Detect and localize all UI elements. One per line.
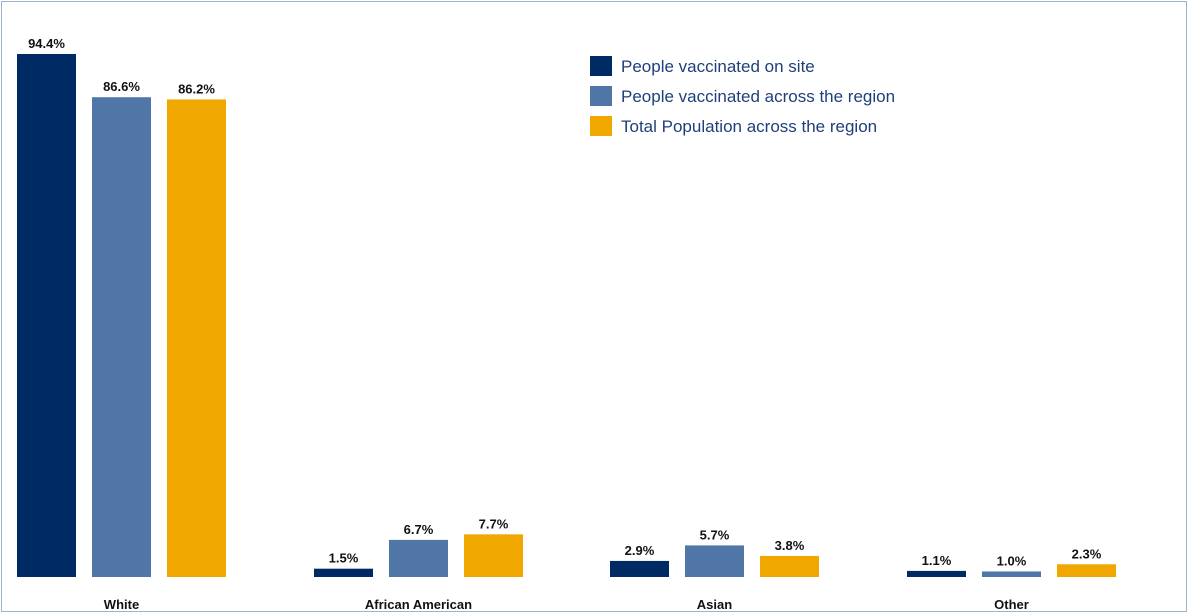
legend: People vaccinated on site People vaccinat… (590, 56, 895, 136)
data-label-white-series-1: 94.4% (28, 36, 65, 51)
category-label-asian: Asian (697, 597, 732, 612)
legend-label-series-1: People vaccinated on site (621, 57, 815, 76)
data-label-other-series-2: 1.0% (997, 553, 1027, 568)
category-label-other: Other (994, 597, 1029, 612)
bar-african-american-series-3 (464, 534, 523, 577)
category-label-african-american: African American (365, 597, 472, 612)
legend-swatch-series-1 (590, 56, 612, 76)
bar-african-american-series-1 (314, 568, 373, 577)
bar-asian-series-2 (685, 545, 744, 577)
bar-white-series-2 (92, 97, 151, 577)
bar-other-series-1 (907, 570, 966, 577)
legend-label-series-3: Total Population across the region (621, 117, 877, 136)
data-label-african-american-series-2: 6.7% (404, 522, 434, 537)
data-label-white-series-3: 86.2% (178, 81, 215, 96)
bar-white-series-3 (167, 99, 226, 577)
data-label-asian-series-1: 2.9% (625, 543, 655, 558)
data-label-african-american-series-3: 7.7% (479, 516, 509, 531)
bar-asian-series-1 (610, 560, 669, 577)
data-label-other-series-1: 1.1% (922, 553, 952, 568)
bar-african-american-series-2 (389, 539, 448, 577)
data-label-asian-series-3: 3.8% (775, 538, 805, 553)
legend-swatch-series-2 (590, 86, 612, 106)
data-label-other-series-3: 2.3% (1072, 546, 1102, 561)
category-label-white: White (104, 597, 139, 612)
data-label-african-american-series-1: 1.5% (329, 551, 359, 566)
bar-other-series-3 (1057, 564, 1116, 577)
bar-white-series-1 (17, 54, 76, 577)
legend-label-series-2: People vaccinated across the region (621, 87, 895, 106)
legend-swatch-series-3 (590, 116, 612, 136)
data-label-white-series-2: 86.6% (103, 79, 140, 94)
data-label-asian-series-2: 5.7% (700, 527, 730, 542)
bar-asian-series-3 (760, 555, 819, 577)
bar-other-series-2 (982, 571, 1041, 577)
